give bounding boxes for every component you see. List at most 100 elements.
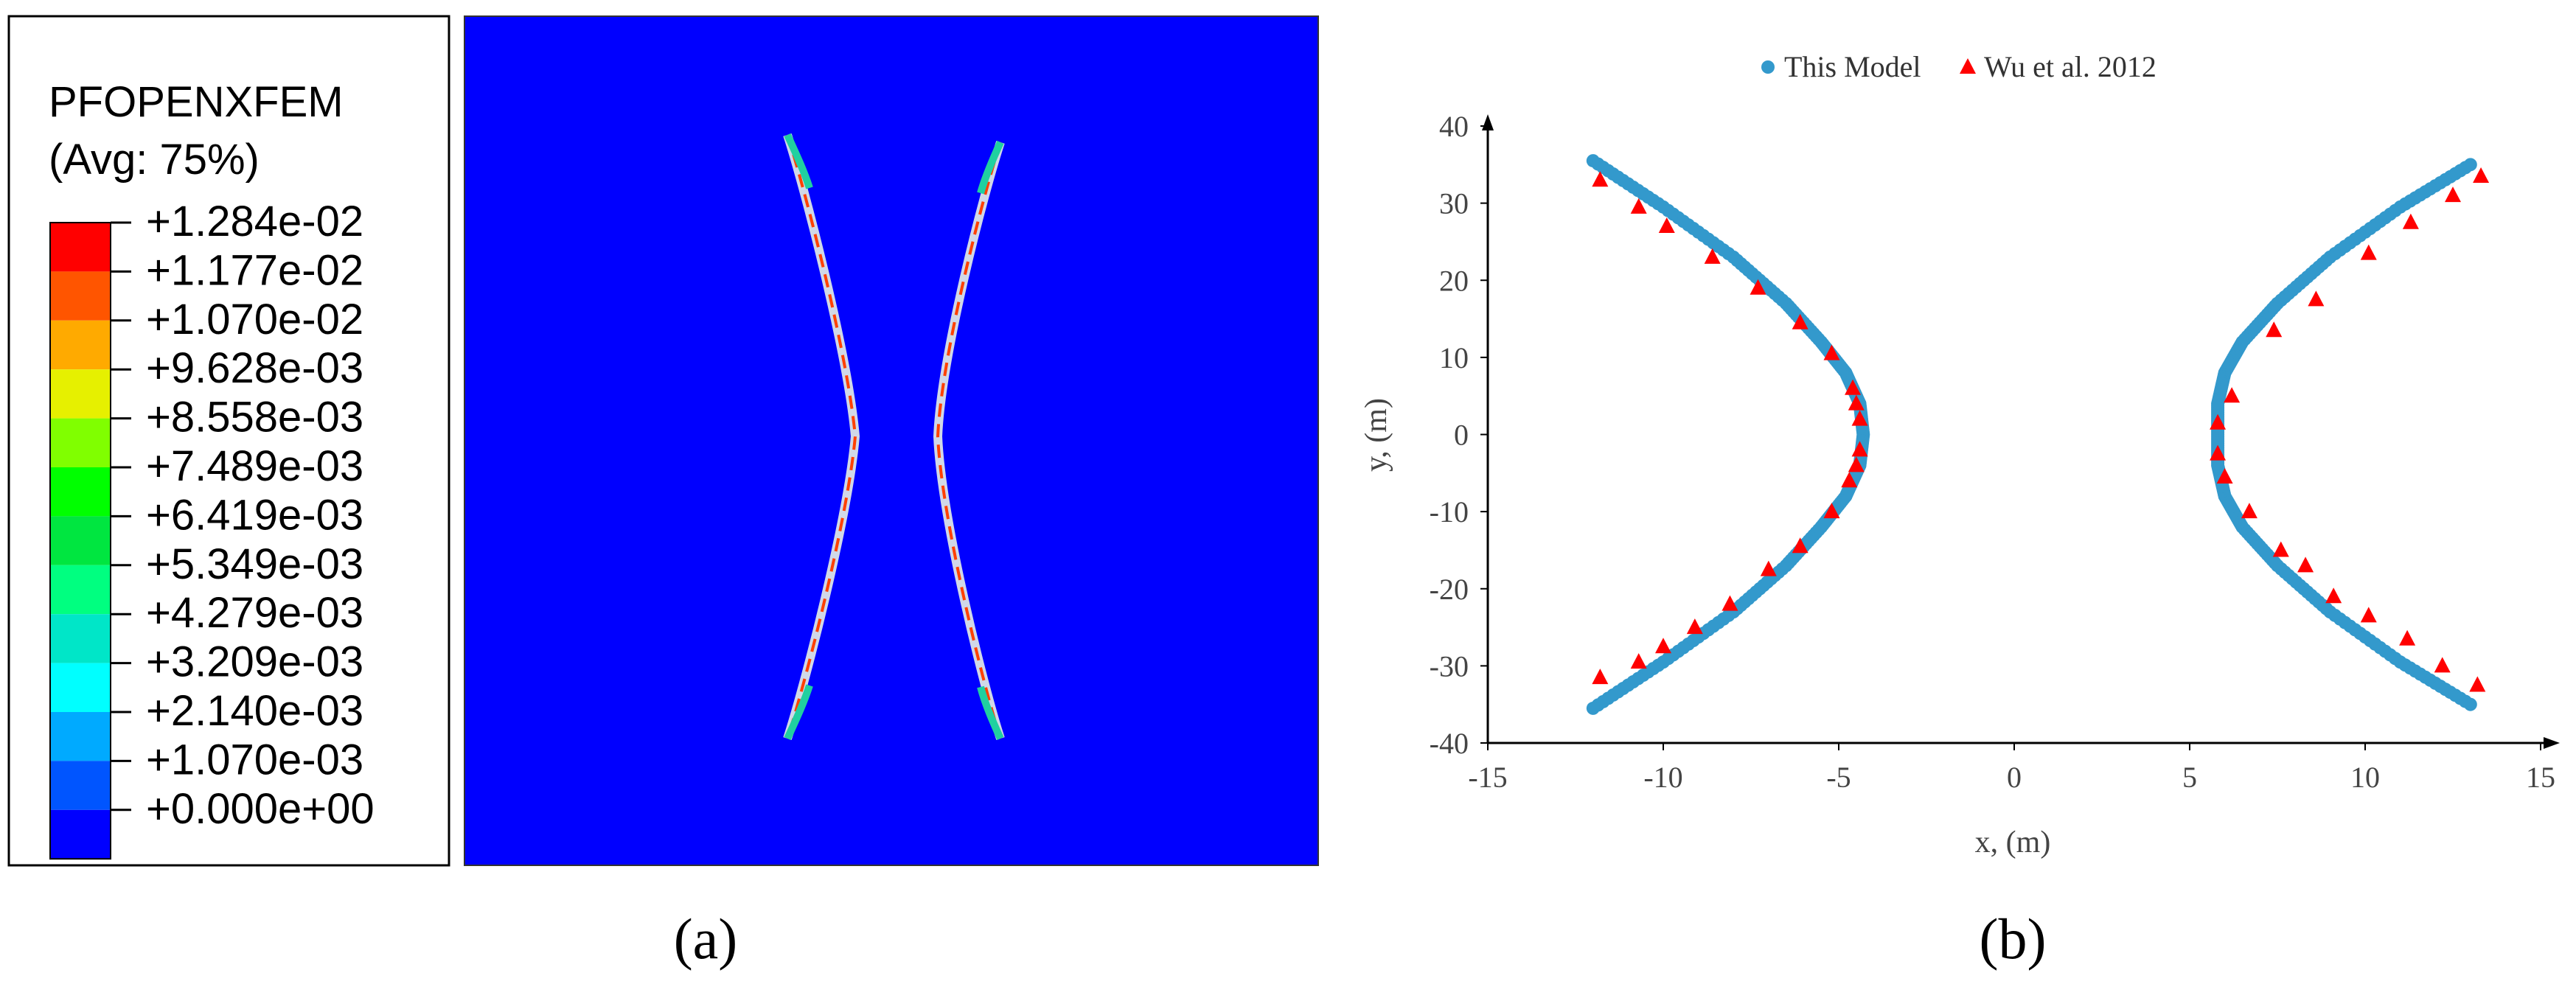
reference-point	[1848, 394, 1865, 411]
legend-level-label: +4.279e-03	[146, 589, 363, 637]
reference-point	[1851, 441, 1868, 457]
reference-point	[2266, 321, 2283, 338]
legend-marker-triangle	[1960, 58, 1976, 74]
legend-level-label: +0.000e+00	[146, 785, 375, 833]
reference-point	[2210, 414, 2227, 430]
plot-axes: -15 -10 -5 0 5 10 15 40 30 20 10 0 -10 -20 -30 -40	[1430, 110, 2560, 794]
panel-b: -15 -10 -5 0 5 10 15 40 30 20 10 0 -10 -20 -30 -40 This…	[1360, 50, 2560, 971]
legend-swatch	[50, 761, 111, 810]
caption-a: (a)	[674, 907, 738, 971]
reference-point	[1592, 171, 1609, 187]
x-axis-arrow	[2544, 737, 2560, 749]
reference-point	[1792, 313, 1809, 329]
x-tick-label: 5	[2182, 761, 2197, 794]
x-axis-title: x, (m)	[1975, 826, 2051, 859]
legend-swatch	[50, 369, 111, 419]
reference-point	[2473, 167, 2490, 184]
y-tick-label: 30	[1439, 187, 1469, 220]
reference-point	[2210, 444, 2227, 461]
fracture-paths	[783, 133, 1005, 741]
reference-point	[1851, 410, 1868, 426]
reference-point	[1841, 472, 1858, 488]
legend-level-label: +1.070e-03	[146, 736, 363, 784]
y-tick-label: -20	[1430, 573, 1469, 606]
legend-levels: +1.284e-02+1.177e-02+1.070e-02+9.628e-03…	[49, 198, 375, 860]
legend-swatch	[50, 271, 111, 321]
legend-title: PFOPENXFEM	[49, 78, 344, 126]
y-tick-label: 10	[1439, 341, 1469, 374]
legend-swatch	[50, 418, 111, 467]
reference-point	[2360, 244, 2377, 260]
reference-point	[1704, 248, 1721, 264]
left-tip-top	[784, 133, 813, 189]
x-tick-label: 0	[2007, 761, 2022, 794]
right-tip-top	[977, 140, 1004, 195]
y-tick-label: 0	[1454, 419, 1469, 452]
legend-swatch	[50, 712, 111, 761]
legend-level-label: +1.177e-02	[146, 246, 363, 294]
reference-point	[1792, 537, 1809, 554]
x-tick-label: 15	[2526, 761, 2555, 794]
reference-point	[1848, 456, 1865, 472]
x-tick-label: -5	[1826, 761, 1851, 794]
legend-marker-circle	[1761, 60, 1775, 74]
legend-subtitle: (Avg: 75%)	[49, 136, 260, 184]
legend-series-label: This Model	[1784, 50, 1921, 83]
reference-point	[1655, 638, 1671, 654]
y-tick-label: -10	[1430, 495, 1469, 528]
left-fracture	[786, 134, 857, 739]
x-tick-label: -10	[1643, 761, 1682, 794]
left-tip-bottom	[784, 684, 813, 741]
reference-point	[1686, 618, 1703, 635]
legend-swatch	[50, 614, 111, 663]
reference-point	[2297, 556, 2314, 573]
legend-level-label: +1.070e-02	[146, 296, 363, 343]
contour-field	[464, 15, 1319, 866]
reference-point	[1592, 669, 1609, 685]
chart-legend: This Model Wu et al. 2012	[1761, 50, 2156, 83]
legend-swatch	[50, 223, 111, 272]
legend-swatch-frame	[49, 222, 111, 860]
legend-level-label: +6.419e-03	[146, 491, 363, 539]
y-tick-label: 40	[1439, 110, 1469, 143]
reference-point	[1658, 217, 1675, 234]
plot-points	[1586, 154, 2490, 715]
reference-point	[2399, 629, 2416, 646]
reference-point	[2272, 541, 2289, 557]
legend-level-label: +3.209e-03	[146, 638, 363, 686]
reference-point	[2308, 290, 2325, 307]
x-tick-label: 10	[2350, 761, 2380, 794]
x-tick-label: -15	[1468, 761, 1507, 794]
reference-point	[1760, 560, 1777, 576]
legend-swatch	[50, 516, 111, 565]
legend-level-label: +9.628e-03	[146, 344, 363, 392]
reference-point	[2360, 607, 2377, 623]
legend-level-label: +7.489e-03	[146, 442, 363, 490]
panel-a: PFOPENXFEM (Avg: 75%) +1.284e-02+1.177e-…	[7, 15, 1319, 971]
model-point	[1586, 701, 1600, 715]
reference-point	[2445, 186, 2461, 203]
reference-point	[1823, 344, 1840, 360]
model-point	[2463, 697, 2477, 711]
reference-point	[1722, 595, 1738, 611]
reference-point	[1630, 198, 1647, 214]
right-fracture	[936, 142, 1002, 739]
reference-point	[2241, 503, 2258, 519]
right-tip-bottom	[977, 685, 1004, 741]
legend-level-label: +5.349e-03	[146, 540, 363, 588]
reference-point	[1630, 653, 1647, 669]
reference-point	[2224, 387, 2241, 403]
legend-level-label: +8.558e-03	[146, 394, 363, 442]
reference-point	[1845, 379, 1862, 395]
caption-b: (b)	[1980, 907, 2047, 971]
legend-swatch	[50, 467, 111, 517]
legend-level-label: +2.140e-03	[146, 687, 363, 735]
y-axis-arrow	[1482, 114, 1494, 130]
reference-point	[2325, 587, 2342, 604]
reference-point	[2434, 657, 2451, 673]
legend-swatch	[50, 320, 111, 370]
legend-series-label: Wu et al. 2012	[1984, 50, 2156, 83]
reference-point	[2216, 468, 2233, 484]
legend-swatch	[50, 663, 111, 712]
